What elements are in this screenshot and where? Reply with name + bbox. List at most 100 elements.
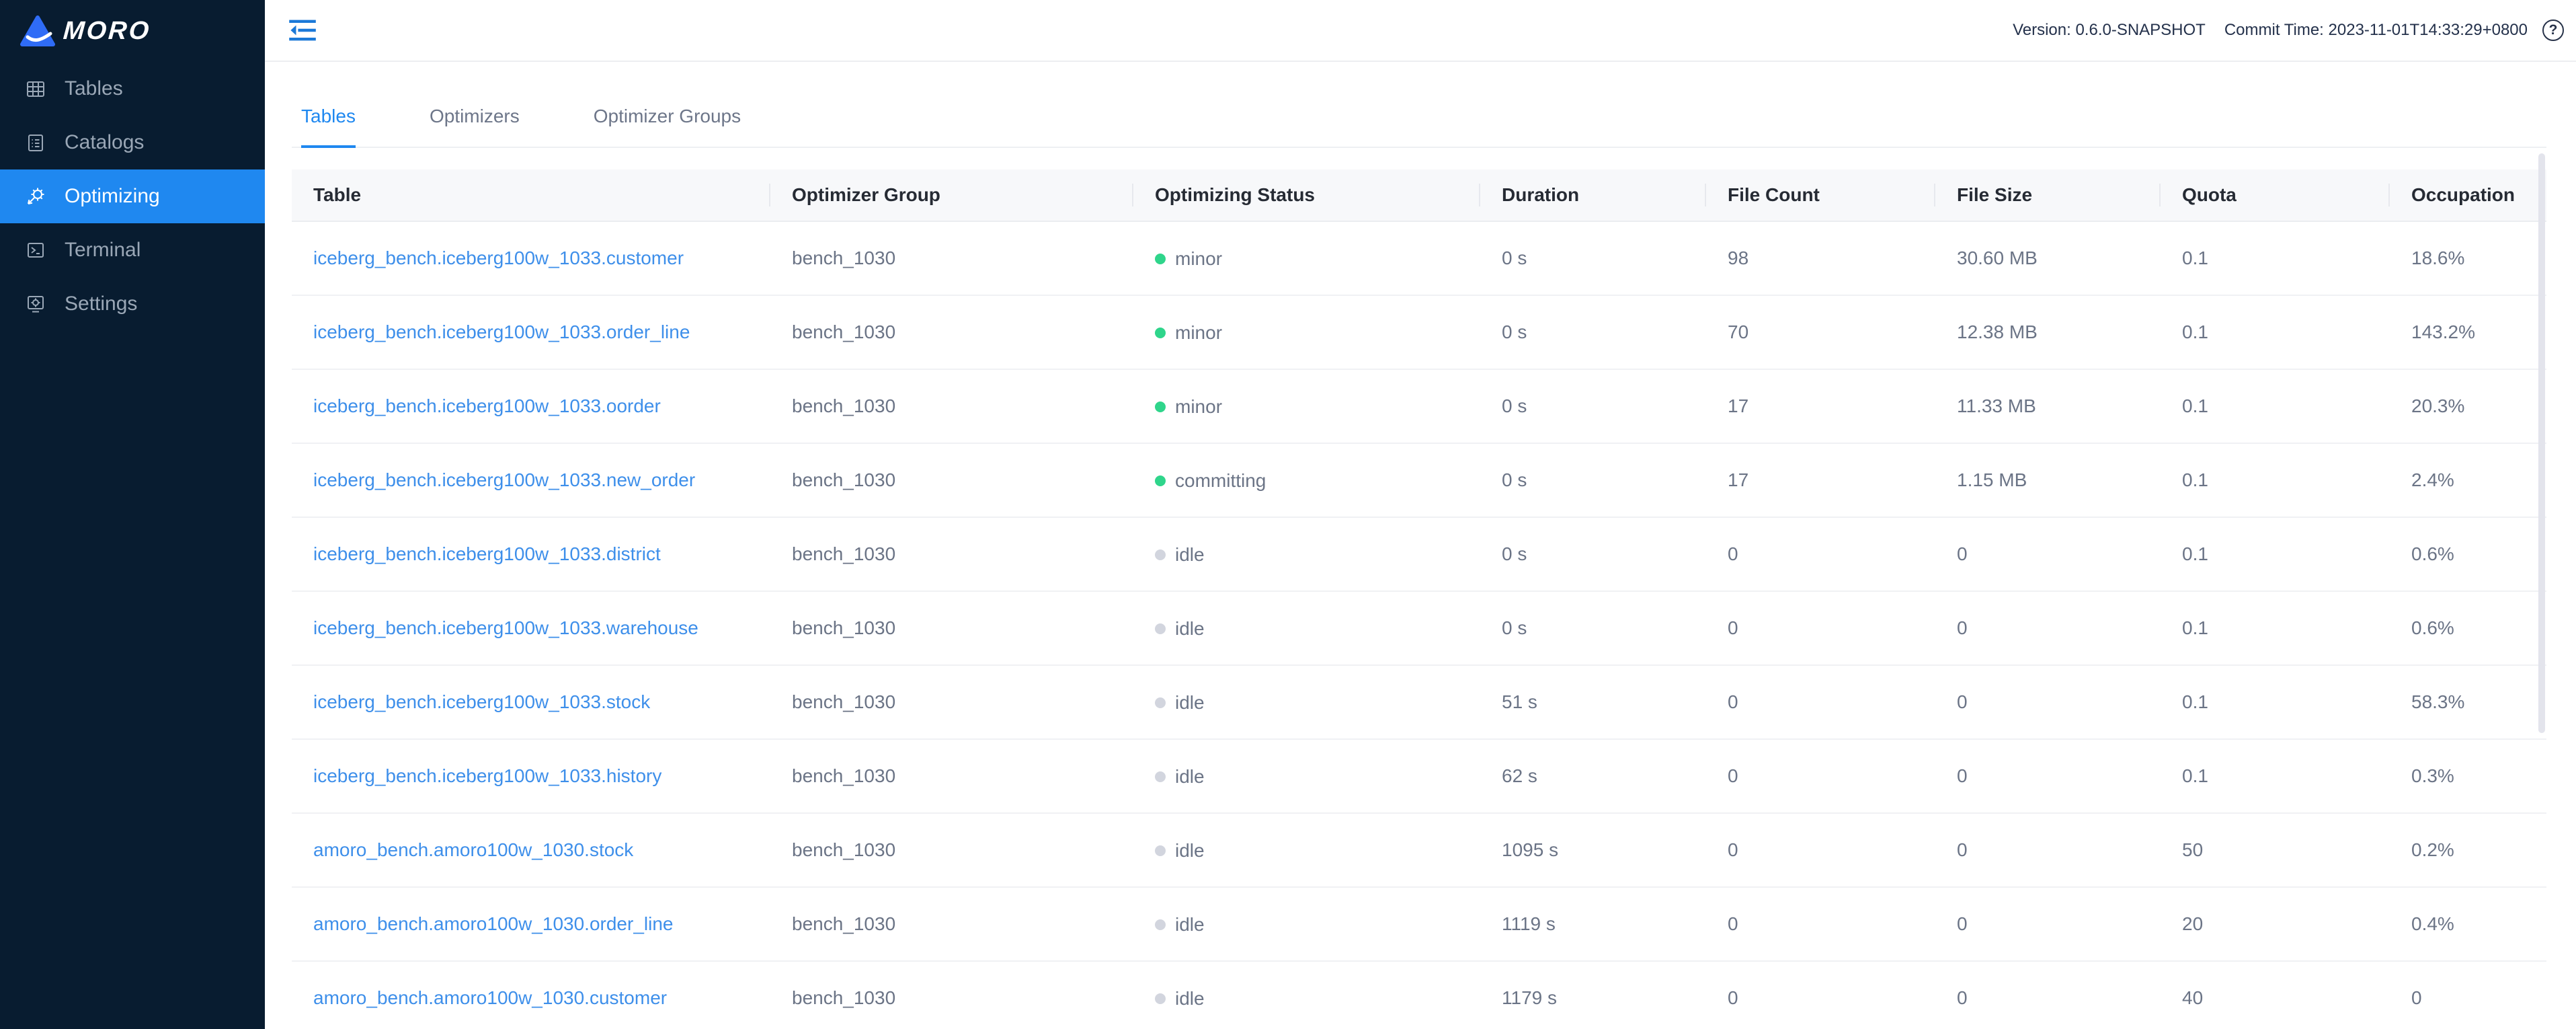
table-row[interactable]: iceberg_bench.iceberg100w_1033.stock ben… bbox=[292, 666, 2546, 740]
cell-table: amoro_bench.amoro100w_1030.stock bbox=[292, 814, 770, 888]
table-link[interactable]: iceberg_bench.iceberg100w_1033.oorder bbox=[313, 395, 661, 416]
version-label: Version: 0.6.0-SNAPSHOT bbox=[2013, 21, 2206, 39]
column-header-label: File Count bbox=[1728, 184, 1820, 205]
cell-occupation: 0 bbox=[2390, 962, 2546, 1029]
cell-file-size: 0 bbox=[1935, 888, 2161, 962]
cell-table: iceberg_bench.iceberg100w_1033.customer bbox=[292, 222, 770, 296]
table-link[interactable]: amoro_bench.amoro100w_1030.customer bbox=[313, 987, 668, 1008]
sidebar-item-label: Optimizing bbox=[65, 185, 160, 207]
cell-file-size: 0 bbox=[1935, 740, 2161, 814]
cell-optimizer-group: bench_1030 bbox=[770, 518, 1133, 592]
table-link[interactable]: iceberg_bench.iceberg100w_1033.stock bbox=[313, 691, 651, 712]
cell-table: amoro_bench.amoro100w_1030.customer bbox=[292, 962, 770, 1029]
status-dot-icon bbox=[1155, 327, 1166, 338]
column-header[interactable]: File Count bbox=[1706, 169, 1935, 222]
app-logo[interactable]: MORO bbox=[0, 0, 265, 62]
question-circle-icon[interactable]: ? bbox=[2542, 20, 2564, 41]
column-header-label: File Size bbox=[1957, 184, 2033, 205]
cell-optimizer-group: bench_1030 bbox=[770, 814, 1133, 888]
cell-optimizing-status: idle bbox=[1133, 814, 1480, 888]
sidebar-item-catalogs[interactable]: Catalogs bbox=[0, 116, 265, 169]
cell-optimizer-group: bench_1030 bbox=[770, 296, 1133, 370]
table-row[interactable]: amoro_bench.amoro100w_1030.order_line be… bbox=[292, 888, 2546, 962]
cell-table: iceberg_bench.iceberg100w_1033.stock bbox=[292, 666, 770, 740]
table-link[interactable]: iceberg_bench.iceberg100w_1033.history bbox=[313, 765, 662, 786]
status-dot-icon bbox=[1155, 549, 1166, 560]
table-row[interactable]: iceberg_bench.iceberg100w_1033.history b… bbox=[292, 740, 2546, 814]
cell-optimizing-status: idle bbox=[1133, 666, 1480, 740]
status-label: minor bbox=[1175, 247, 1223, 269]
menu-fold-icon[interactable] bbox=[288, 15, 319, 46]
cell-occupation: 0.6% bbox=[2390, 592, 2546, 666]
table-row[interactable]: amoro_bench.amoro100w_1030.stock bench_1… bbox=[292, 814, 2546, 888]
status-label: committing bbox=[1175, 469, 1266, 491]
table-row[interactable]: iceberg_bench.iceberg100w_1033.district … bbox=[292, 518, 2546, 592]
cell-duration: 0 s bbox=[1480, 518, 1706, 592]
column-header-label: Table bbox=[313, 184, 362, 205]
sidebar-item-label: Settings bbox=[65, 293, 138, 315]
tab-label: Optimizers bbox=[429, 106, 520, 126]
cell-file-count: 0 bbox=[1706, 814, 1935, 888]
status-dot-icon bbox=[1155, 475, 1166, 486]
sidebar-item-tables[interactable]: Tables bbox=[0, 62, 265, 116]
cell-file-size: 0 bbox=[1935, 518, 2161, 592]
cell-duration: 0 s bbox=[1480, 296, 1706, 370]
table-row[interactable]: iceberg_bench.iceberg100w_1033.new_order… bbox=[292, 444, 2546, 518]
cell-occupation: 0.2% bbox=[2390, 814, 2546, 888]
cell-duration: 0 s bbox=[1480, 592, 1706, 666]
table-link[interactable]: iceberg_bench.iceberg100w_1033.customer bbox=[313, 247, 684, 268]
cell-optimizer-group: bench_1030 bbox=[770, 222, 1133, 296]
table-link[interactable]: iceberg_bench.iceberg100w_1033.new_order bbox=[313, 469, 696, 490]
cell-occupation: 0.3% bbox=[2390, 740, 2546, 814]
cell-file-count: 0 bbox=[1706, 740, 1935, 814]
cell-file-size: 0 bbox=[1935, 962, 2161, 1029]
column-header[interactable]: Table bbox=[292, 169, 770, 222]
table-row[interactable]: iceberg_bench.iceberg100w_1033.order_lin… bbox=[292, 296, 2546, 370]
status-dot-icon bbox=[1155, 919, 1166, 930]
cell-file-count: 0 bbox=[1706, 962, 1935, 1029]
table-scrollbar-thumb[interactable] bbox=[2538, 153, 2545, 733]
table-row[interactable]: iceberg_bench.iceberg100w_1033.warehouse… bbox=[292, 592, 2546, 666]
status-badge: idle bbox=[1155, 840, 1205, 862]
cell-quota: 0.1 bbox=[2161, 370, 2390, 444]
column-header[interactable]: Occupation bbox=[2390, 169, 2546, 222]
table-row[interactable]: iceberg_bench.iceberg100w_1033.customer … bbox=[292, 222, 2546, 296]
table-row[interactable]: iceberg_bench.iceberg100w_1033.oorder be… bbox=[292, 370, 2546, 444]
cell-quota: 0.1 bbox=[2161, 592, 2390, 666]
tab-tables[interactable]: Tables bbox=[301, 86, 356, 148]
tab-optimizers[interactable]: Optimizers bbox=[430, 86, 520, 147]
status-badge: idle bbox=[1155, 544, 1205, 566]
cell-file-count: 0 bbox=[1706, 518, 1935, 592]
status-label: idle bbox=[1175, 913, 1205, 935]
cell-file-size: 11.33 MB bbox=[1935, 370, 2161, 444]
status-label: idle bbox=[1175, 691, 1205, 713]
column-header[interactable]: Quota bbox=[2161, 169, 2390, 222]
sidebar-item-optimizing[interactable]: Optimizing bbox=[0, 169, 265, 223]
table-link[interactable]: amoro_bench.amoro100w_1030.order_line bbox=[313, 913, 674, 934]
tab-label: Optimizer Groups bbox=[593, 106, 741, 126]
table-row[interactable]: amoro_bench.amoro100w_1030.customer benc… bbox=[292, 962, 2546, 1029]
table-link[interactable]: iceberg_bench.iceberg100w_1033.district bbox=[313, 543, 661, 564]
sidebar-item-icon bbox=[24, 185, 47, 208]
column-header[interactable]: Optimizing Status bbox=[1133, 169, 1480, 222]
cell-file-size: 0 bbox=[1935, 592, 2161, 666]
sidebar-item-icon bbox=[24, 293, 47, 315]
table-link[interactable]: iceberg_bench.iceberg100w_1033.warehouse bbox=[313, 617, 698, 638]
cell-duration: 0 s bbox=[1480, 222, 1706, 296]
status-label: minor bbox=[1175, 321, 1223, 343]
cell-duration: 1095 s bbox=[1480, 814, 1706, 888]
cell-optimizing-status: idle bbox=[1133, 740, 1480, 814]
table-link[interactable]: iceberg_bench.iceberg100w_1033.order_lin… bbox=[313, 321, 690, 342]
table-link[interactable]: amoro_bench.amoro100w_1030.stock bbox=[313, 839, 634, 860]
column-header[interactable]: Duration bbox=[1480, 169, 1706, 222]
cell-optimizing-status: idle bbox=[1133, 518, 1480, 592]
cell-optimizer-group: bench_1030 bbox=[770, 740, 1133, 814]
cell-duration: 51 s bbox=[1480, 666, 1706, 740]
sidebar-item-settings[interactable]: Settings bbox=[0, 277, 265, 331]
column-header[interactable]: Optimizer Group bbox=[770, 169, 1133, 222]
tab-optimizer-groups[interactable]: Optimizer Groups bbox=[594, 86, 741, 147]
sidebar-item-terminal[interactable]: Terminal bbox=[0, 223, 265, 277]
cell-optimizer-group: bench_1030 bbox=[770, 370, 1133, 444]
status-badge: idle bbox=[1155, 692, 1205, 714]
column-header[interactable]: File Size bbox=[1935, 169, 2161, 222]
